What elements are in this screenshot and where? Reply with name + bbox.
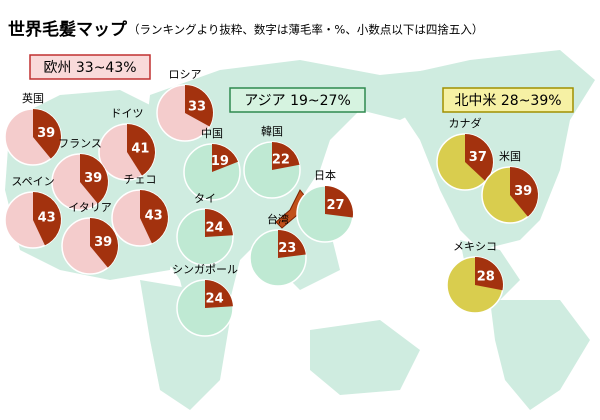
pie-slice — [205, 280, 233, 308]
pie-value: 22 — [272, 153, 290, 168]
pie-value: 39 — [514, 184, 532, 199]
pie-value: 33 — [188, 99, 206, 114]
pie-slice — [127, 124, 155, 176]
pie-value: 24 — [206, 291, 224, 306]
pie-slice — [80, 154, 108, 204]
pie-slice — [278, 230, 306, 258]
pie-slice — [510, 167, 538, 217]
pie-value: 41 — [131, 142, 149, 157]
pie-slice — [185, 85, 214, 127]
pie-slice — [272, 142, 300, 170]
pie-slice — [33, 192, 62, 246]
pie-value: 39 — [84, 171, 102, 186]
pie-name: チェコ — [124, 173, 157, 186]
pie-value: 39 — [37, 126, 55, 141]
pie-value: 28 — [477, 270, 495, 285]
group-label: 欧州 33~43% — [43, 60, 136, 76]
pie-slice — [212, 144, 239, 172]
pie-name: タイ — [194, 192, 216, 205]
pie-slice — [465, 134, 493, 182]
group-box — [29, 54, 151, 80]
pie-value: 19 — [211, 154, 229, 169]
pie-slice — [90, 218, 118, 268]
group-label: 北中米 28~39% — [454, 93, 561, 109]
pie-name: ロシア — [169, 68, 202, 81]
group-box — [229, 87, 366, 113]
chart-subtitle: （ランキングより抜粋、数字は薄毛率・%、小数点以下は四捨五入） — [128, 23, 483, 37]
pie-name: カナダ — [449, 116, 482, 130]
pie-slice — [475, 257, 503, 291]
group-box — [442, 87, 574, 113]
pie-value: 43 — [38, 210, 56, 225]
pie-name: 英国 — [22, 91, 44, 105]
chart-title: 世界毛髪マップ — [8, 19, 128, 40]
pie-name: シンガポール — [172, 263, 238, 276]
pie-value: 27 — [326, 198, 344, 213]
group-label: アジア 19~27% — [244, 93, 351, 109]
pie-name: イタリア — [68, 201, 112, 214]
pie-slice — [33, 109, 62, 159]
pie-value: 39 — [94, 235, 112, 250]
pie-slice — [325, 186, 353, 218]
pie-name: 米国 — [499, 150, 521, 163]
pie-value: 43 — [145, 208, 163, 223]
pie-name: メキシコ — [453, 240, 497, 253]
pie-name: フランス — [58, 137, 102, 150]
pie-name: 台湾 — [267, 212, 289, 226]
pie-name: 中国 — [201, 127, 223, 140]
pie-name: ドイツ — [111, 107, 144, 120]
pie-value: 23 — [278, 241, 296, 256]
pie-name: スペイン — [11, 175, 54, 188]
pie-name: 韓国 — [261, 125, 283, 138]
pie-slice — [205, 209, 233, 237]
pie-name: 日本 — [314, 168, 336, 182]
pie-slice — [140, 190, 169, 244]
pie-value: 24 — [206, 220, 224, 235]
pie-value: 37 — [469, 150, 487, 165]
